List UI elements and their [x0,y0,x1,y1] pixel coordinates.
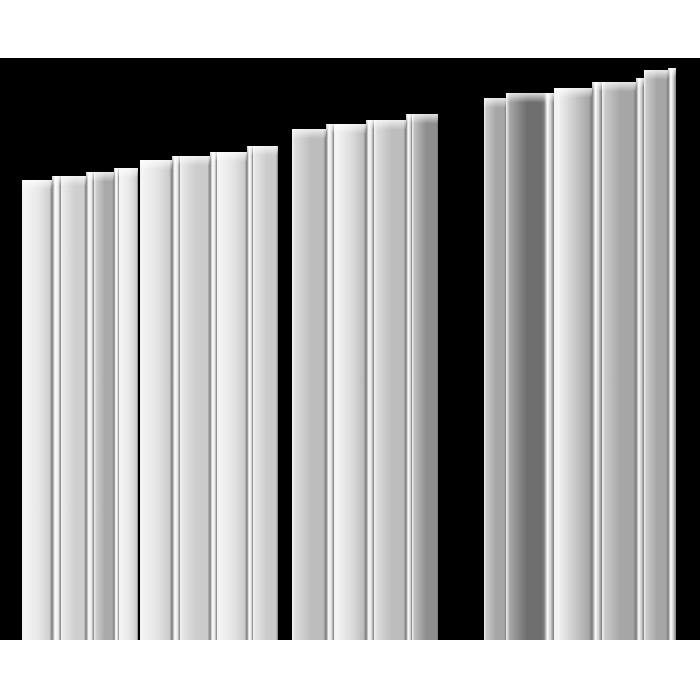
panel-rib [86,172,94,640]
panel-slat [484,98,506,640]
slat-top-bevel [114,168,119,177]
panel-slat [644,70,668,640]
panel-rib [326,124,334,640]
slat-top-bevel [668,68,676,77]
panel-group-2 [140,58,278,640]
panel-rib [366,120,374,640]
slat-top-bevel [61,176,86,185]
slat-face [52,176,61,640]
slat-top-bevel [602,82,636,91]
slat-top-bevel [374,120,406,129]
panel-slat [140,160,172,640]
slat-face [326,124,334,640]
slat-face [180,156,210,640]
slat-top-bevel [119,168,138,177]
slat-top-bevel [326,124,334,133]
slat-face [544,93,554,640]
slat-top-bevel [592,82,602,91]
slat-face [412,114,438,640]
slat-face [292,129,326,640]
panel-rib [247,146,253,640]
panel-slat [217,152,247,640]
slat-face [602,82,636,640]
panel-group-1 [22,58,138,640]
slat-face [506,93,544,640]
slat-top-bevel [210,152,217,161]
panel-rib [52,176,61,640]
panel-slat [334,124,366,640]
slat-face [22,180,52,640]
slat-top-bevel [366,120,374,129]
slat-face [406,114,412,640]
slat-top-bevel [86,172,94,181]
slat-face [172,156,180,640]
panel-group-4 [484,58,676,640]
slat-top-bevel [544,93,554,102]
slat-top-bevel [406,114,412,123]
slat-face [592,82,602,640]
panel-slat [602,82,636,640]
slat-face [334,124,366,640]
panel-slat [119,168,138,640]
slat-face [140,160,172,640]
slat-face [247,146,253,640]
panel-slat [253,146,278,640]
panel-rib [406,114,412,640]
slat-top-bevel [636,78,644,87]
slat-top-bevel [22,180,52,189]
panel-group-3 [292,58,438,640]
panel-slat [554,88,592,640]
slat-top-bevel [140,160,172,169]
panel-rib [636,78,644,640]
panel-slat [94,172,114,640]
panel-rib [544,93,554,640]
panel-rib [114,168,119,640]
panel-slat [292,129,326,640]
panel-rib [592,82,602,640]
slat-face [86,172,94,640]
slat-top-bevel [180,156,210,165]
slat-face [636,78,644,640]
panel-slat [22,180,52,640]
slat-top-bevel [247,146,253,155]
slat-top-bevel [253,146,278,155]
slat-face [94,172,114,640]
slat-top-bevel [292,129,326,138]
slat-top-bevel [94,172,114,181]
slat-face [644,70,668,640]
slat-face [668,68,676,640]
slat-top-bevel [644,70,668,79]
panel-slat [374,120,406,640]
slat-top-bevel [484,98,506,107]
slat-top-bevel [217,152,247,161]
slat-face [554,88,592,640]
slat-top-bevel [52,176,61,185]
slat-face [253,146,278,640]
panel-rib [668,68,676,640]
slat-top-bevel [412,114,438,123]
slat-face [61,176,86,640]
slat-face [217,152,247,640]
slat-face [366,120,374,640]
panel-slat [180,156,210,640]
panel-slat [61,176,86,640]
panel-slat [412,114,438,640]
panel-rib [210,152,217,640]
panel-rib [172,156,180,640]
slat-top-bevel [506,93,544,102]
panel-slat [506,93,544,640]
slat-top-bevel [554,88,592,97]
slat-face [114,168,119,640]
slat-face [374,120,406,640]
slat-face [484,98,506,640]
slat-top-bevel [334,124,366,133]
slat-top-bevel [172,156,180,165]
slat-face [210,152,217,640]
slat-face [119,168,138,640]
